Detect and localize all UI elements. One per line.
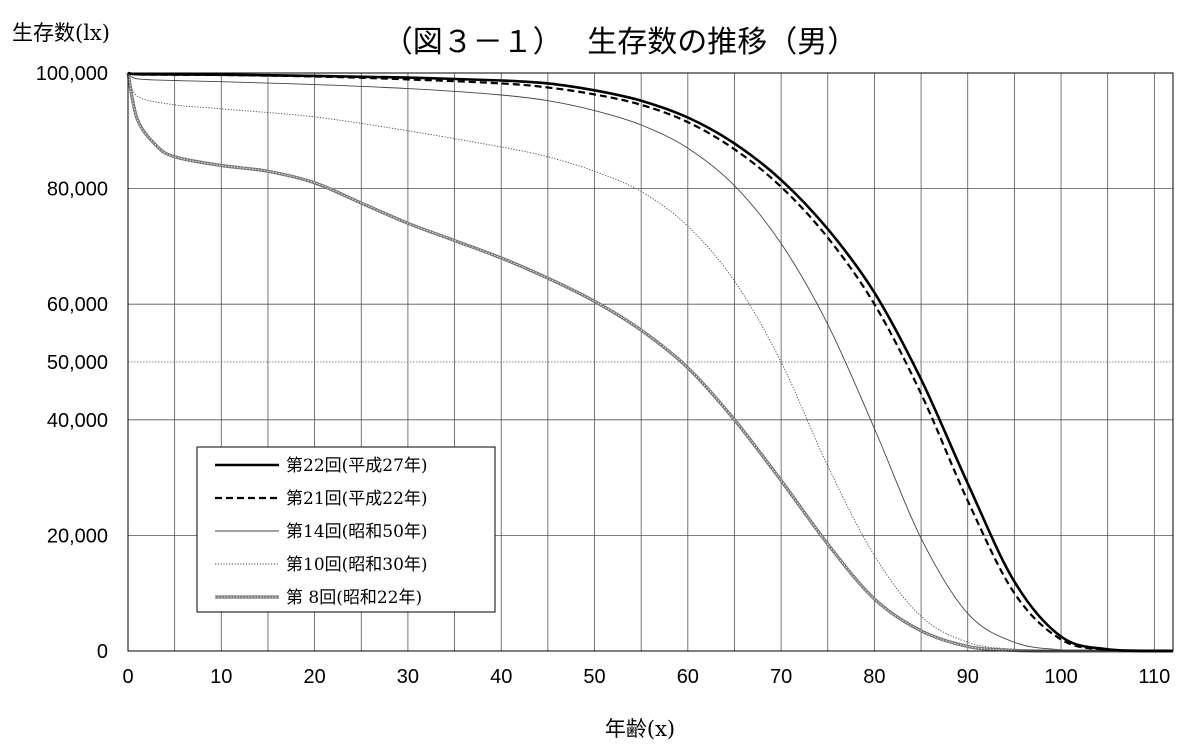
y-tick-label: 20,000 (47, 525, 108, 547)
series-layer (126, 71, 1174, 653)
x-tick-label: 70 (770, 666, 792, 688)
x-tick-label: 30 (397, 666, 419, 688)
y-tick-label: 40,000 (47, 410, 108, 432)
x-tick-label: 110 (1138, 666, 1170, 688)
y-tick-label: 100,000 (36, 63, 108, 85)
y-tick-label: 0 (97, 641, 108, 663)
y-tick-label: 50,000 (47, 352, 108, 374)
series-path (127, 72, 1174, 652)
plot-frame (127, 72, 1174, 652)
series-path (127, 71, 1174, 653)
series-line-4 (127, 72, 1174, 652)
x-tick-label: 80 (863, 666, 885, 688)
x-tick-label: 10 (210, 666, 232, 688)
series-line-1 (127, 71, 1174, 653)
chart-title: （図３－１） 生存数の推移（男） (383, 25, 858, 60)
series-path (127, 72, 1174, 652)
x-tick-label: 60 (677, 666, 699, 688)
y-axis-label: 生存数(lx) (12, 21, 110, 45)
x-tick-label: 90 (957, 666, 979, 688)
x-tick-label: 40 (490, 666, 512, 688)
legend-box (196, 446, 496, 613)
series-line-5 (126, 72, 1174, 653)
series-path (127, 72, 1174, 652)
x-axis-label: 年齢(x) (605, 717, 675, 741)
legend-label: 第22回(平成27年) (286, 456, 428, 476)
x-tick-label: 20 (303, 666, 325, 688)
legend-label: 第21回(平成22年) (286, 489, 428, 509)
x-tick-label: 100 (1044, 666, 1077, 688)
legend-label: 第 8回(昭和22年) (286, 588, 422, 608)
legend-label: 第14回(昭和50年) (286, 522, 428, 542)
x-tick-label: 50 (583, 666, 605, 688)
legend: 第22回(平成27年) 第21回(平成22年) 第14回(昭和50年) 第10回(昭和… (196, 446, 496, 613)
tick-labels: 0 20,000 40,000 50,000 60,000 80,000 100,000 0 1… (36, 63, 1171, 688)
y-tick-label: 60,000 (47, 294, 108, 316)
x-tick-label: 0 (122, 666, 133, 688)
legend-label: 第10回(昭和30年) (286, 555, 428, 575)
series-line-3 (127, 72, 1174, 652)
y-tick-label: 80,000 (47, 179, 108, 201)
